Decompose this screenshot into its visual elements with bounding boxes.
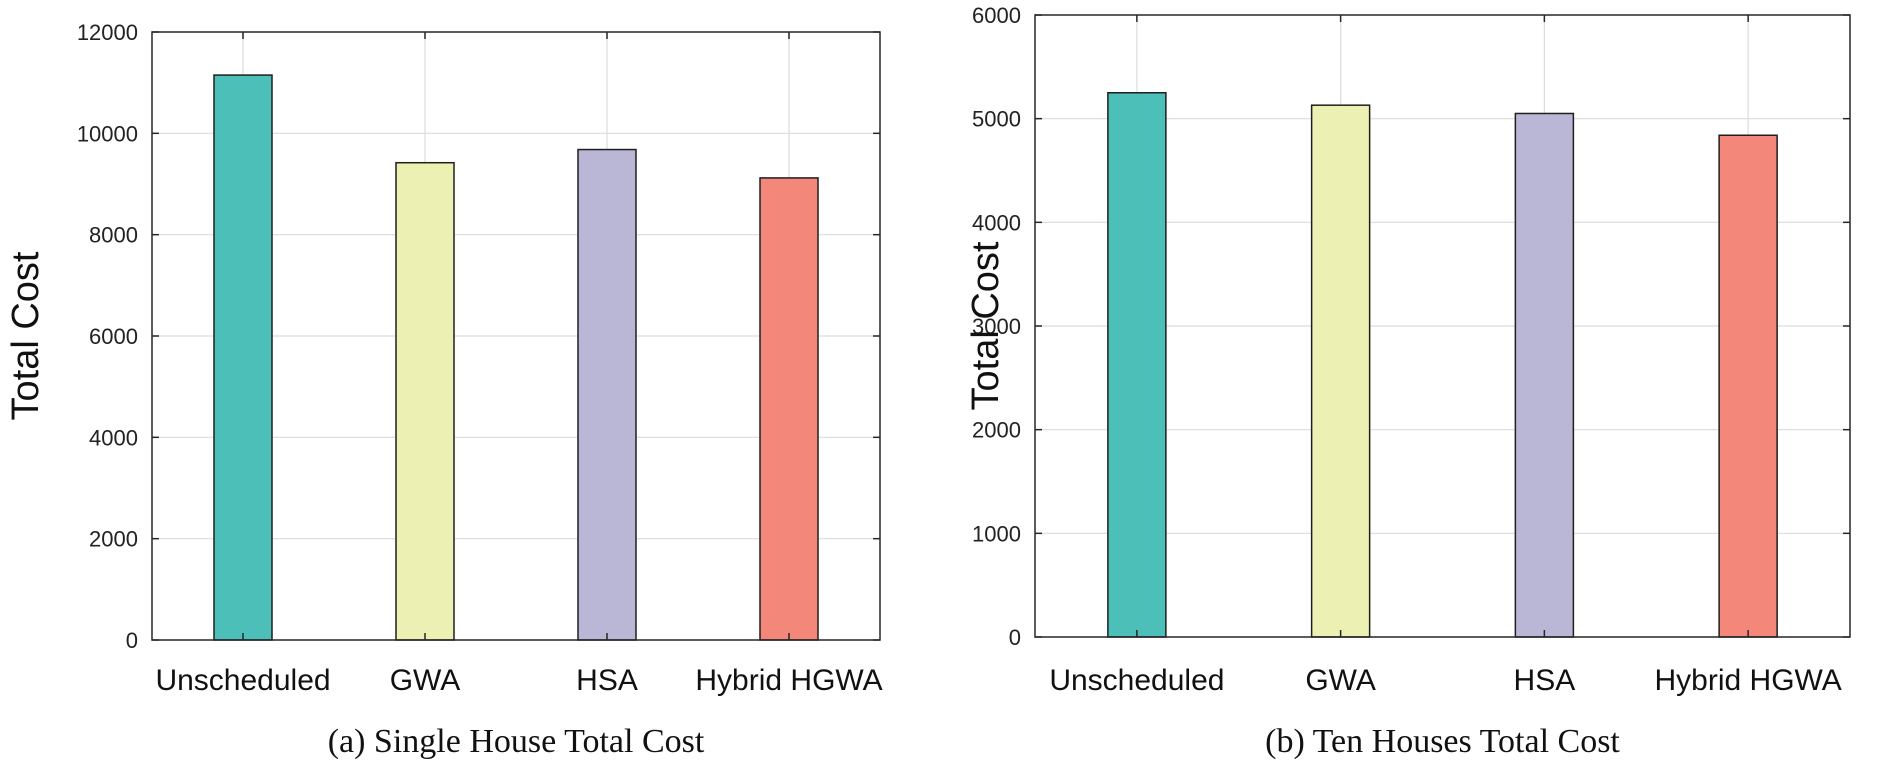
y-tick-label: 12000: [77, 20, 138, 45]
x-category-label: HSA: [576, 664, 638, 697]
y-tick-label: 0: [1009, 625, 1021, 650]
y-tick-label: 6000: [89, 324, 138, 349]
chart-panel-a: 0 2000 4000 6000 8000 10000 12000 Unscheduled GW…: [5, 20, 883, 760]
y-tick-label: 4000: [972, 210, 1021, 235]
bar-hybrid-hgwa: [1718, 134, 1778, 638]
bar-gwa: [395, 161, 455, 641]
y-tick-label: 10000: [77, 121, 138, 146]
chart-caption: (a) Single House Total Cost: [328, 723, 705, 760]
x-category-label: HSA: [1514, 664, 1576, 697]
bar-unscheduled: [213, 74, 273, 641]
x-category-label: GWA: [1305, 664, 1376, 697]
y-tick-label: 4000: [89, 425, 138, 450]
y-axis-label: Total Cost: [5, 251, 47, 420]
bar-hsa: [1514, 112, 1575, 638]
chart-panel-b: 0 1000 2000 3000 4000 5000 6000 Unscheduled GWA H…: [965, 3, 1851, 760]
y-tick-label: 0: [126, 628, 138, 653]
x-category-label: Unscheduled: [1049, 664, 1224, 697]
x-category-label: GWA: [390, 664, 461, 697]
bar-hsa: [577, 148, 637, 641]
x-category-label: Hybrid HGWA: [695, 664, 882, 697]
x-category-label: Hybrid HGWA: [1655, 664, 1842, 697]
bar-gwa: [1310, 104, 1371, 638]
x-category-label: Unscheduled: [155, 664, 330, 697]
bar-hybrid-hgwa: [759, 177, 819, 641]
y-axis-label: Total Cost: [965, 241, 1007, 410]
y-tick-label: 1000: [972, 521, 1021, 546]
y-tick-label: 2000: [972, 418, 1021, 443]
y-tick-label: 8000: [89, 223, 138, 248]
y-tick-label: 3000: [972, 314, 1021, 339]
y-tick-label: 6000: [972, 3, 1021, 28]
chart-caption: (b) Ten Houses Total Cost: [1265, 723, 1620, 760]
bar-unscheduled: [1107, 92, 1167, 638]
y-tick-label: 5000: [972, 107, 1021, 132]
y-tick-label: 2000: [89, 527, 138, 552]
